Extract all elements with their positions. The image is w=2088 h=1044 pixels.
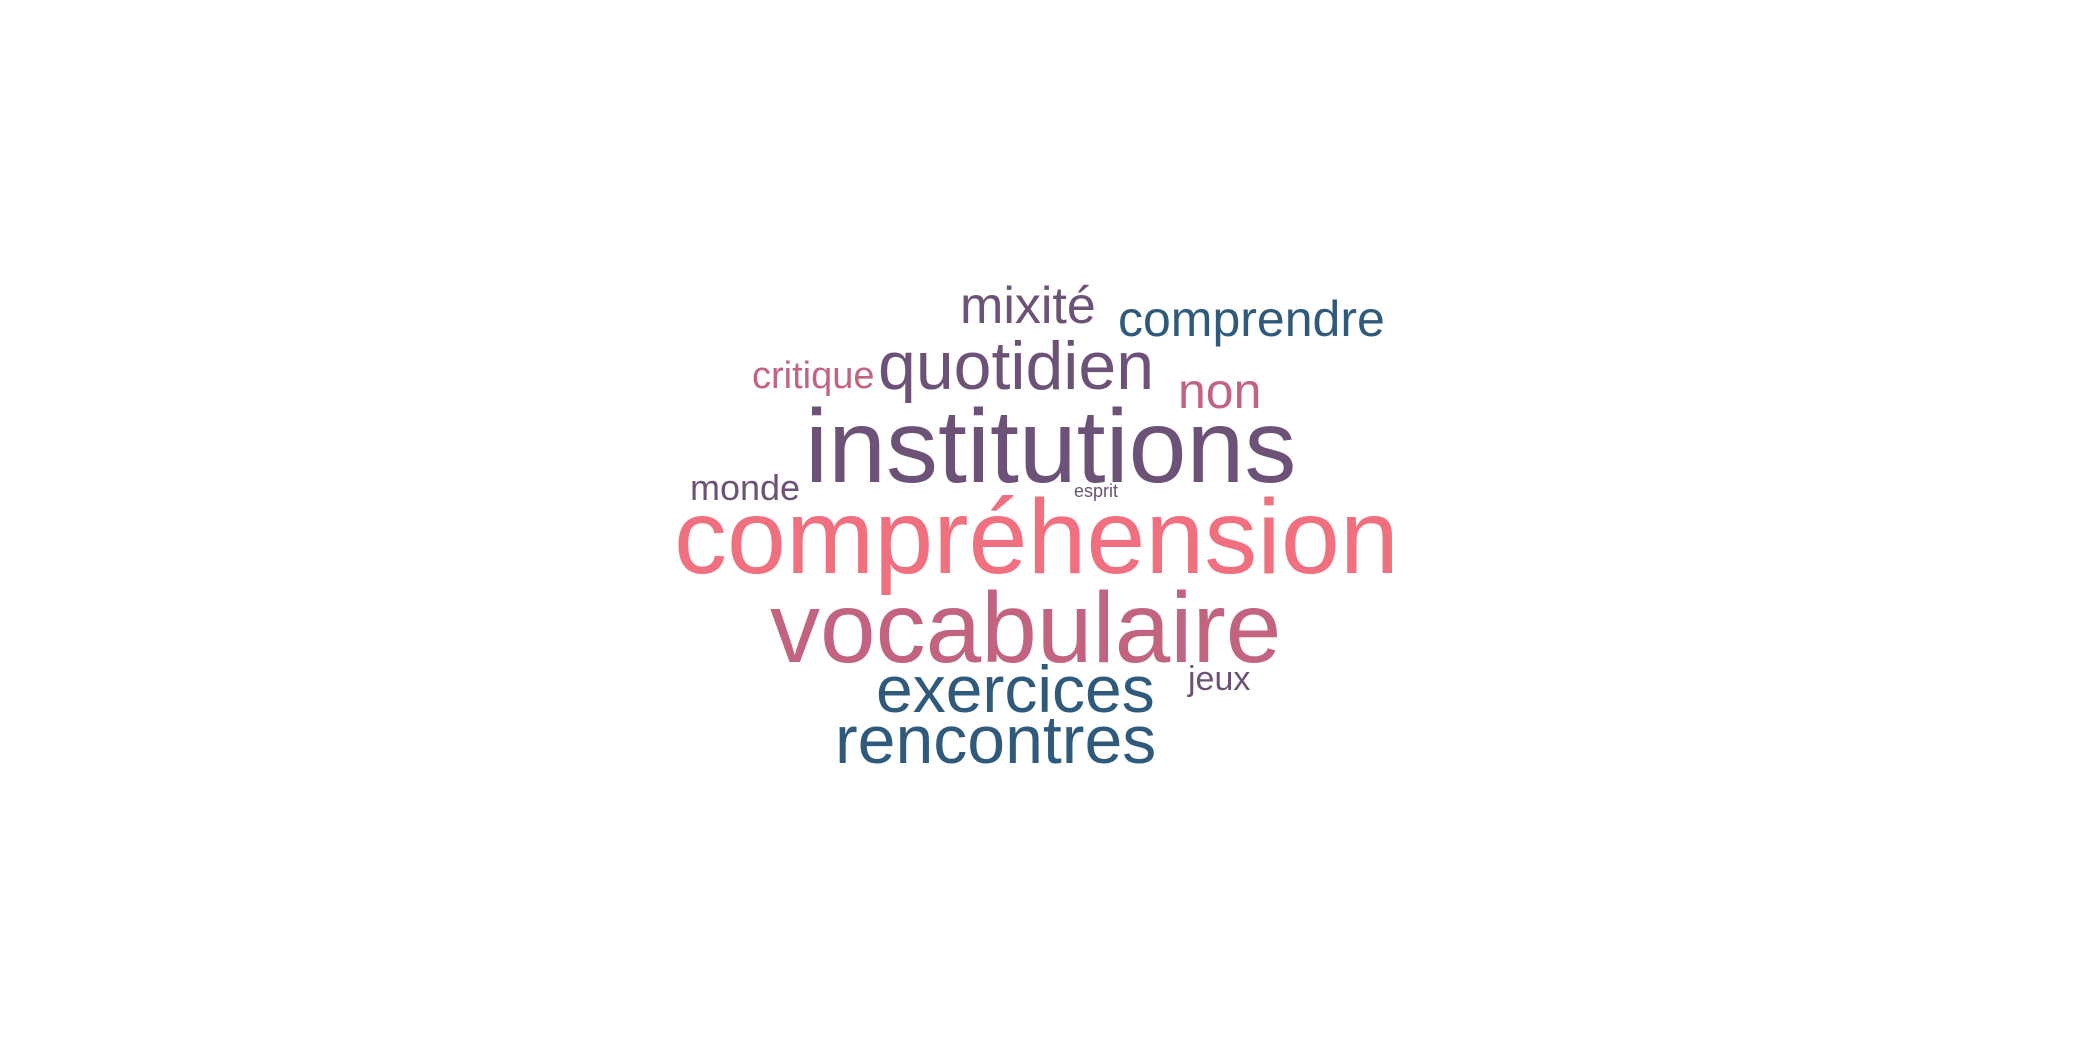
word-rencontres: rencontres bbox=[835, 702, 1157, 778]
word-quotidien: quotidien bbox=[878, 328, 1155, 404]
word-jeux: jeux bbox=[1188, 660, 1251, 698]
word-esprit: esprit bbox=[1074, 481, 1119, 501]
word-exercices: exercices bbox=[876, 652, 1155, 726]
word-non: non bbox=[1178, 363, 1262, 419]
word-institutions: institutions bbox=[805, 389, 1297, 505]
word-mixite: mixité bbox=[960, 277, 1096, 335]
word-comprehension: compréhension bbox=[674, 478, 1399, 596]
word-critique: critique bbox=[752, 355, 875, 397]
word-monde: monde bbox=[690, 467, 801, 508]
word-comprendre: comprendre bbox=[1118, 291, 1385, 347]
word-vocabulaire: vocabulaire bbox=[770, 572, 1282, 684]
